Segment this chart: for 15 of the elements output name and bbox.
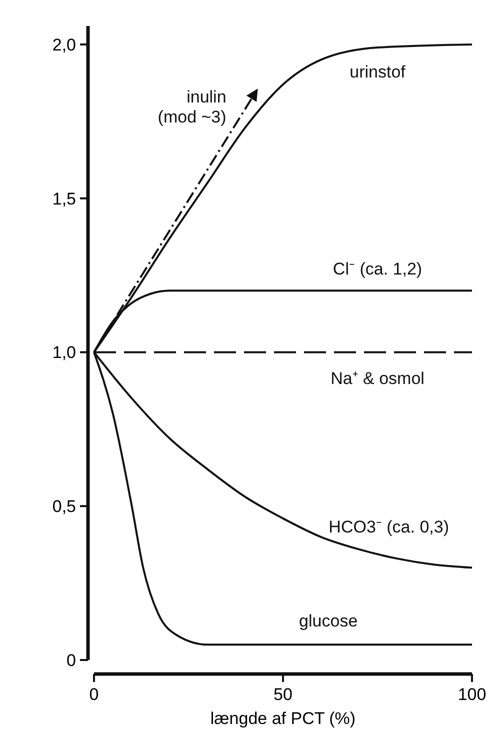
y-tick-label: 0 [66, 650, 76, 670]
series-label: Cl⁻ (ca. 1,2) [332, 260, 422, 279]
x-tick-label: 0 [89, 685, 99, 704]
y-tick-label: 1,0 [52, 343, 76, 362]
x-tick-label: 100 [458, 685, 486, 704]
y-tick-label: 0,5 [52, 497, 76, 516]
series-label: urinstof [350, 62, 406, 82]
series-label: inulin (mod ~3) [158, 88, 226, 127]
y-tick-label: 2,0 [52, 35, 76, 54]
series-label: HCO3⁻ (ca. 0,3) [328, 517, 449, 536]
series-label: glucose [299, 612, 358, 631]
x-axis-title: længde af PCT (%) [210, 709, 356, 728]
series-label: Na⁺ & osmol [330, 369, 424, 388]
y-tick-label: 1,5 [52, 189, 76, 208]
x-tick-label: 50 [274, 685, 292, 704]
